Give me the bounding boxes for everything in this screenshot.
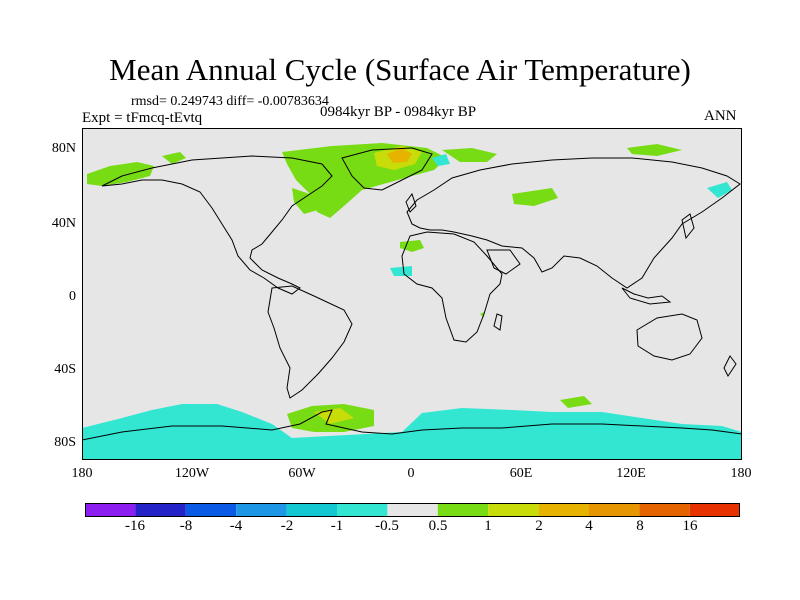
colorbar-label-2: -8 [179, 518, 193, 534]
coast-indonesia [621, 287, 672, 305]
colorbar-swatch-7 [387, 503, 438, 517]
y-axis-label-40s: 40S [54, 362, 76, 377]
coast-antarctica [82, 409, 742, 441]
colorbar-label-6: -0.5 [375, 518, 399, 534]
coast-new-zealand [723, 355, 737, 377]
y-axis-label-40n: 40N [51, 216, 76, 231]
colorbar-label-10: 4 [585, 518, 593, 534]
colorbar-swatch-8 [437, 503, 489, 517]
colorbar-label-11: 8 [636, 518, 644, 534]
stats-text: rmsd= 0.249743 diff= -0.00783634 [131, 94, 329, 109]
anomaly-region-arabia-cool [390, 266, 412, 276]
colorbar-swatch-6 [337, 503, 388, 517]
colorbar-swatch-11 [589, 503, 640, 517]
coast-australia [636, 313, 703, 361]
x-axis-label-180w: 180 [71, 466, 93, 481]
colorbar-label-1: -16 [125, 518, 145, 534]
y-axis-label-80s: 80S [54, 435, 76, 450]
anomaly-region-ural [512, 188, 558, 206]
x-axis-label-60e: 60E [509, 466, 533, 481]
colorbar-label-8: 1 [484, 518, 492, 534]
coast-greenland [341, 147, 433, 191]
world-map [82, 128, 742, 460]
colorbar-swatch-5 [286, 503, 337, 517]
colorbar-swatch-13 [689, 503, 740, 517]
coast-eurasia [406, 157, 741, 289]
anomaly-region-southern-indian [560, 396, 592, 408]
anomaly-region-sahara [400, 240, 424, 252]
anomaly-region-scandinavia-cool [432, 154, 450, 166]
x-axis-label-120w: 120W [174, 466, 210, 481]
experiment-label: Expt = tFmcq-tEvtq [82, 110, 203, 126]
y-axis-label-80n: 80N [51, 141, 76, 156]
season-label: ANN [704, 108, 737, 124]
anomaly-region-alaska [87, 162, 154, 186]
anomaly-region-east-siberia [627, 144, 682, 156]
colorbar-swatch-9 [488, 503, 539, 517]
coast-arabia [486, 249, 521, 275]
figure-title: Mean Annual Cycle (Surface Air Temperatu… [109, 52, 691, 87]
colorbar-swatch-3 [185, 503, 237, 517]
x-axis-label-60w: 60W [288, 466, 316, 481]
colorbar-frame [85, 503, 740, 517]
coast-uk [405, 192, 417, 213]
x-axis-label-180e: 180 [730, 466, 752, 481]
colorbar-label-4: -2 [280, 518, 294, 534]
x-axis-label-120e: 120E [616, 466, 646, 481]
colorbar-label-7: 0.5 [428, 518, 448, 534]
x-axis-label-0: 0 [407, 466, 415, 481]
coastlines [82, 147, 742, 441]
anomaly-region-canada [292, 188, 318, 214]
colorbar-swatch-4 [236, 503, 287, 517]
colorbar-label-3: -4 [229, 518, 243, 534]
coast-north-america [101, 155, 333, 295]
coast-japan [681, 213, 695, 240]
y-axis-label-0: 0 [69, 289, 76, 304]
colorbar-label-12: 16 [682, 518, 698, 534]
colorbar-label-9: 2 [535, 518, 543, 534]
anomaly-region-north-pacific-cool [707, 182, 732, 198]
anomaly-regions [82, 143, 742, 460]
coast-south-america [267, 285, 353, 399]
colorbar-swatch-12 [639, 503, 690, 517]
colorbar-label-5: -1 [330, 518, 344, 534]
coast-africa [401, 231, 503, 343]
colorbar-swatch-1 [85, 503, 136, 517]
anomaly-region-siberia-north [442, 148, 497, 162]
period-label: 0984kyr BP - 0984kyr BP [320, 104, 477, 120]
colorbar [85, 503, 740, 517]
anomaly-region-greenland-hot [387, 148, 412, 163]
map-frame [82, 128, 742, 460]
anomaly-region-antarctic-ocean-cool [82, 404, 742, 460]
colorbar-swatch-10 [538, 503, 589, 517]
anomaly-region-bering [162, 152, 186, 164]
coast-madagascar [493, 313, 503, 331]
colorbar-swatch-2 [135, 503, 186, 517]
